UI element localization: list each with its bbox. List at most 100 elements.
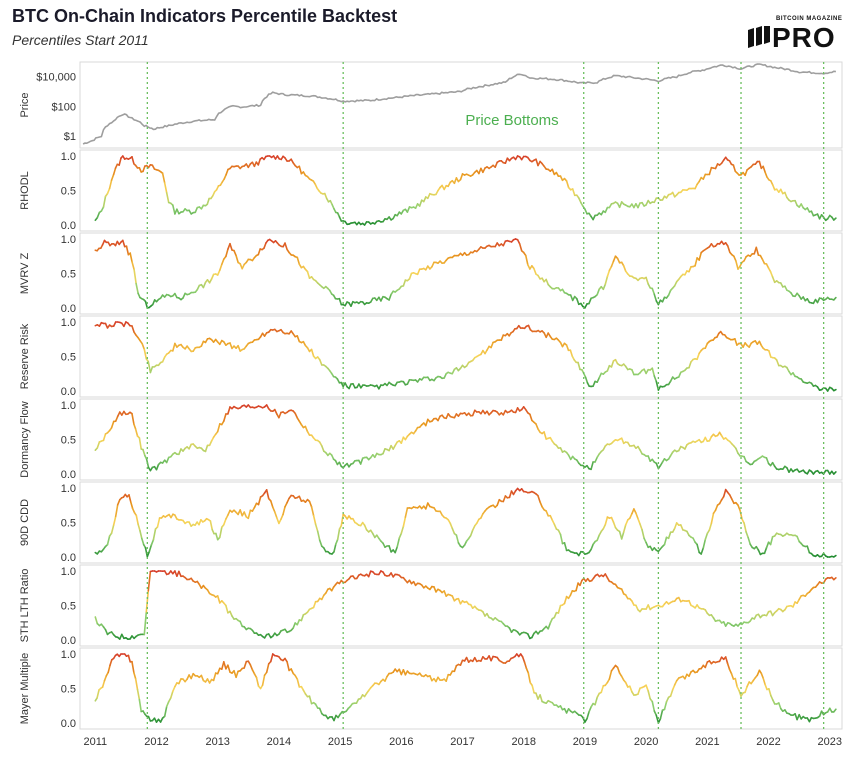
indicator-line-segment [459, 659, 464, 666]
indicator-line-segment [832, 296, 837, 301]
indicator-line-segment [606, 269, 611, 278]
indicator-line-segment [235, 670, 239, 679]
indicator-line-segment [739, 509, 743, 520]
indicator-line-segment [525, 667, 530, 674]
indicator-line-segment [104, 628, 109, 636]
indicator-line-segment [732, 164, 737, 173]
indicator-line-segment [145, 589, 150, 613]
indicator-line-segment [298, 495, 303, 503]
indicator-line-segment [596, 376, 601, 384]
indicator-line-segment [229, 242, 233, 251]
indicator-line-segment [398, 532, 403, 539]
indicator-line-segment [363, 524, 368, 531]
indicator-line-segment [320, 445, 325, 453]
x-tick-label: 2019 [573, 736, 597, 748]
indicator-line-segment [133, 423, 137, 431]
indicator-line-segment [114, 415, 119, 423]
indicator-line-segment [96, 689, 100, 699]
indicator-tick-label: 0.0 [61, 469, 76, 481]
indicator-line-segment [112, 167, 117, 176]
indicator-line-segment [744, 169, 748, 177]
indicator-line-segment [359, 457, 364, 465]
indicator-line-segment [216, 667, 221, 675]
indicator-line-segment [669, 688, 674, 697]
indicator-line-segment [730, 672, 735, 680]
indicator-line-segment [225, 604, 229, 614]
indicator-axis-label: Reserve Risk [19, 323, 31, 389]
indicator-line-segment [304, 425, 309, 433]
indicator-line-segment [382, 447, 386, 455]
indicator-line-segment [451, 527, 456, 535]
indicator-line-segment [651, 700, 656, 712]
indicator-tick-label: 1.0 [61, 483, 76, 495]
indicator-line-segment [746, 681, 751, 688]
indicator-line-segment [533, 267, 537, 275]
indicator-line-segment [350, 300, 354, 308]
indicator-line-segment [294, 412, 299, 419]
indicator-line-segment [733, 255, 737, 262]
indicator-line-segment [108, 179, 113, 190]
indicator-series-line [94, 653, 837, 724]
indicator-line-segment [131, 412, 135, 425]
indicator-line-segment [624, 681, 629, 688]
indicator-axis-label: MVRV Z [19, 253, 31, 295]
indicator-line-segment [612, 521, 617, 529]
indicator-line-segment [400, 436, 405, 445]
indicator-axis-label: 90D CDD [19, 499, 31, 546]
indicator-line-segment [688, 361, 692, 369]
indicator-line-segment [806, 545, 811, 554]
indicator-line-segment [523, 661, 528, 670]
indicator-line-segment [109, 658, 113, 667]
indicator-line-segment [755, 246, 760, 256]
indicator-line-segment [318, 358, 323, 366]
indicator-line-segment [663, 536, 668, 546]
indicator-line-segment [590, 461, 594, 471]
x-tick-label: 2017 [450, 736, 474, 748]
indicator-line-segment [269, 500, 274, 509]
indicator-tick-label: 1.0 [61, 400, 76, 412]
indicator-line-segment [418, 199, 423, 207]
indicator-line-segment [490, 341, 494, 349]
indicator-line-segment [394, 546, 399, 554]
indicator-series-line [94, 404, 837, 475]
indicator-line-segment [575, 582, 579, 592]
indicator-line-segment [653, 375, 658, 383]
x-tick-label: 2023 [818, 736, 842, 748]
indicator-line-segment [134, 678, 139, 691]
indicator-line-segment [794, 199, 798, 207]
indicator-line-segment [494, 161, 499, 168]
indicator-line-segment [426, 192, 431, 200]
indicator-line-segment [645, 684, 650, 692]
indicator-line-segment [286, 660, 290, 672]
indicator-line-segment [161, 356, 166, 363]
indicator-line-segment [384, 675, 388, 682]
indicator-line-segment [726, 245, 731, 254]
indicator-line-segment [200, 674, 205, 682]
indicator-line-segment [280, 513, 284, 521]
indicator-line-segment [125, 245, 130, 256]
indicator-line-segment [502, 495, 507, 503]
price-tick-label: $1 [64, 131, 76, 143]
indicator-line-segment [527, 672, 532, 684]
indicator-line-segment [577, 197, 582, 204]
indicator-line-segment [261, 674, 266, 686]
indicator-line-segment [194, 206, 199, 214]
indicator-line-segment [229, 342, 233, 350]
indicator-tick-label: 0.5 [61, 435, 76, 447]
indicator-line-segment [628, 512, 633, 520]
indicator-line-segment [769, 270, 774, 278]
indicator-line-segment [137, 523, 141, 532]
indicator-line-segment [142, 165, 146, 173]
indicator-line-segment [610, 360, 615, 368]
indicator-line-segment [150, 538, 155, 546]
indicator-line-segment [334, 538, 339, 546]
indicator-line-segment [832, 388, 837, 392]
indicator-line-segment [768, 687, 772, 697]
indicator-line-segment [102, 433, 107, 442]
indicator-line-segment [622, 264, 627, 273]
indicator-line-segment [637, 202, 641, 209]
indicator-line-segment [565, 344, 570, 352]
indicator-line-segment [408, 272, 413, 280]
indicator-line-segment [784, 191, 788, 199]
indicator-line-segment [796, 535, 801, 543]
